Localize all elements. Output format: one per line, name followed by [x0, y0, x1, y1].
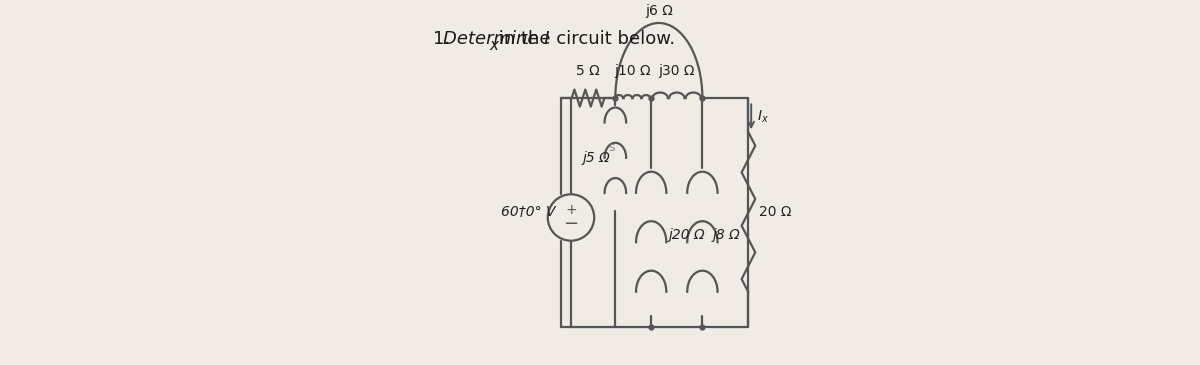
Text: j8 Ω: j8 Ω: [713, 228, 740, 242]
Text: j6 Ω: j6 Ω: [644, 4, 673, 18]
Text: 20 Ω: 20 Ω: [758, 205, 791, 219]
Text: 1.: 1.: [433, 30, 450, 48]
Text: s: s: [608, 141, 616, 154]
Text: x: x: [490, 38, 498, 53]
Text: j20 Ω: j20 Ω: [668, 228, 704, 242]
Text: $I_x$: $I_x$: [757, 109, 769, 125]
Text: Determine I: Determine I: [443, 30, 550, 48]
Text: j5 Ω: j5 Ω: [583, 151, 611, 165]
Text: −: −: [564, 215, 578, 233]
Text: 60†0° V: 60†0° V: [502, 205, 556, 219]
Text: j30 Ω: j30 Ω: [659, 64, 695, 78]
Text: in the circuit below.: in the circuit below.: [492, 30, 674, 48]
Text: j10 Ω: j10 Ω: [614, 64, 650, 78]
Text: 5 Ω: 5 Ω: [576, 64, 600, 78]
Text: +: +: [565, 203, 577, 217]
